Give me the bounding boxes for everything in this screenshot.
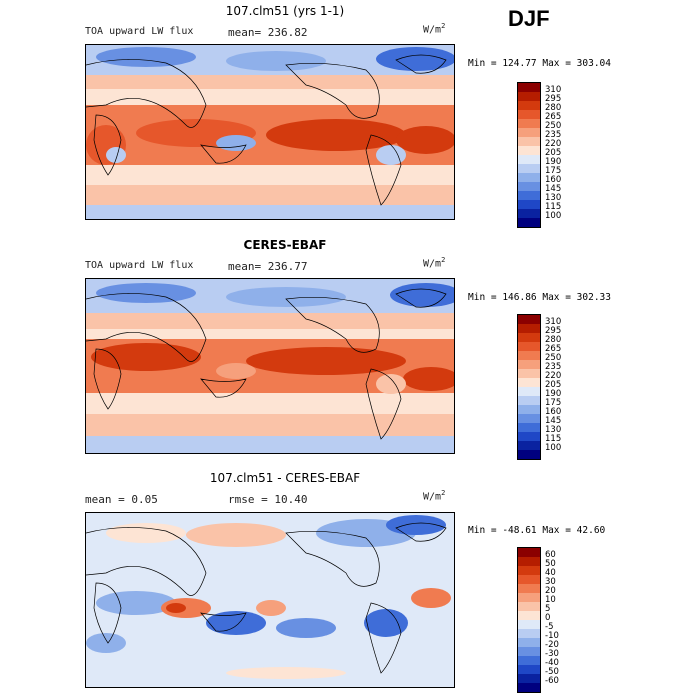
panel-1-colorbar-label: 175 bbox=[545, 166, 562, 176]
panel-3-colorbar-label: -5 bbox=[545, 622, 554, 632]
panel-2-colorbar-label: 220 bbox=[545, 371, 562, 381]
panel-1-map-graphic bbox=[86, 45, 454, 219]
panel-3-title: 107.clm51 - CERES-EBAF bbox=[209, 471, 361, 485]
panel-1-colorbar bbox=[517, 82, 541, 228]
panel-1-units: W/m2 bbox=[423, 22, 446, 36]
panel-2-colorbar-label: 160 bbox=[545, 407, 562, 417]
panel-3-colorbar bbox=[517, 547, 541, 693]
panel-2-colorbar-label: 295 bbox=[545, 326, 562, 336]
panel-2-map-graphic bbox=[86, 279, 454, 453]
panel-2-colorbar-label: 280 bbox=[545, 335, 562, 345]
panel-3-colorbar-label: -30 bbox=[545, 649, 559, 659]
panel-2-colorbar bbox=[517, 314, 541, 460]
panel-2-colorbar-label: 115 bbox=[545, 434, 562, 444]
panel-2-colorbar-label: 310 bbox=[545, 317, 562, 327]
panel-3-colorbar-label: 20 bbox=[545, 586, 556, 596]
panel-2-variable-label: TOA upward LW flux bbox=[85, 260, 194, 271]
panel-1-minmax: Min = 124.77 Max = 303.04 bbox=[468, 58, 611, 69]
panel-2-colorbar-label: 250 bbox=[545, 353, 562, 363]
panel-3-colorbar-label: -60 bbox=[545, 676, 559, 686]
panel-3-minmax: Min = -48.61 Max = 42.60 bbox=[468, 525, 606, 536]
panel-1-colorbar-label: 235 bbox=[545, 130, 562, 140]
panel-1-colorbar-label: 145 bbox=[545, 184, 562, 194]
panel-1-colorbar-label: 295 bbox=[545, 94, 562, 104]
panel-1-colorbar-label: 160 bbox=[545, 175, 562, 185]
panel-3-map-graphic bbox=[86, 513, 454, 687]
panel-3-colorbar-label: 40 bbox=[545, 568, 556, 578]
panel-3-rmse: rmse = 10.40 bbox=[228, 493, 308, 506]
panel-3-colorbar-label: -40 bbox=[545, 658, 559, 668]
panel-3-colorbar-label: -20 bbox=[545, 640, 559, 650]
panel-1-title: 107.clm51 (yrs 1-1) bbox=[225, 4, 345, 18]
panel-3-colorbar-label: 30 bbox=[545, 577, 556, 587]
panel-2-units: W/m2 bbox=[423, 256, 446, 270]
panel-3-map bbox=[85, 512, 455, 688]
panel-2-colorbar-label: 100 bbox=[545, 443, 562, 453]
panel-2-colorbar-label: 205 bbox=[545, 380, 562, 390]
panel-3-colorbar-label: -10 bbox=[545, 631, 559, 641]
panel-1-colorbar-label: 130 bbox=[545, 193, 562, 203]
panel-2-colorbar-label: 145 bbox=[545, 416, 562, 426]
panel-1-colorbar-label: 190 bbox=[545, 157, 562, 167]
panel-3-colorbar-label: 0 bbox=[545, 613, 551, 623]
panel-1-colorbar-label: 220 bbox=[545, 139, 562, 149]
panel-2-colorbar-label: 265 bbox=[545, 344, 562, 354]
panel-2-mean: mean= 236.77 bbox=[228, 260, 308, 273]
panel-3-colorbar-label: -50 bbox=[545, 667, 559, 677]
panel-3-colorbar-label: 60 bbox=[545, 550, 556, 560]
panel-3-colorbar-label: 50 bbox=[545, 559, 556, 569]
panel-2-minmax: Min = 146.86 Max = 302.33 bbox=[468, 292, 611, 303]
season-label: DJF bbox=[508, 6, 550, 31]
panel-1-variable-label: TOA upward LW flux bbox=[85, 26, 194, 37]
panel-1-colorbar-label: 100 bbox=[545, 211, 562, 221]
panel-2-colorbar-label: 190 bbox=[545, 389, 562, 399]
panel-1-mean: mean= 236.82 bbox=[228, 26, 308, 39]
panel-2-colorbar-label: 175 bbox=[545, 398, 562, 408]
panel-1-map bbox=[85, 44, 455, 220]
panel-1-colorbar-label: 280 bbox=[545, 103, 562, 113]
panel-1-colorbar-label: 250 bbox=[545, 121, 562, 131]
panel-2-map bbox=[85, 278, 455, 454]
panel-1-colorbar-label: 205 bbox=[545, 148, 562, 158]
panel-3-mean: mean = 0.05 bbox=[85, 493, 158, 506]
panel-2-colorbar-label: 130 bbox=[545, 425, 562, 435]
panel-2-title: CERES-EBAF bbox=[243, 238, 327, 252]
panel-3-colorbar-label: 5 bbox=[545, 604, 551, 614]
panel-2-colorbar-label: 235 bbox=[545, 362, 562, 372]
panel-1-colorbar-label: 310 bbox=[545, 85, 562, 95]
panel-1-colorbar-label: 115 bbox=[545, 202, 562, 212]
panel-3-units: W/m2 bbox=[423, 489, 446, 503]
panel-1-colorbar-label: 265 bbox=[545, 112, 562, 122]
panel-3-colorbar-label: 10 bbox=[545, 595, 556, 605]
